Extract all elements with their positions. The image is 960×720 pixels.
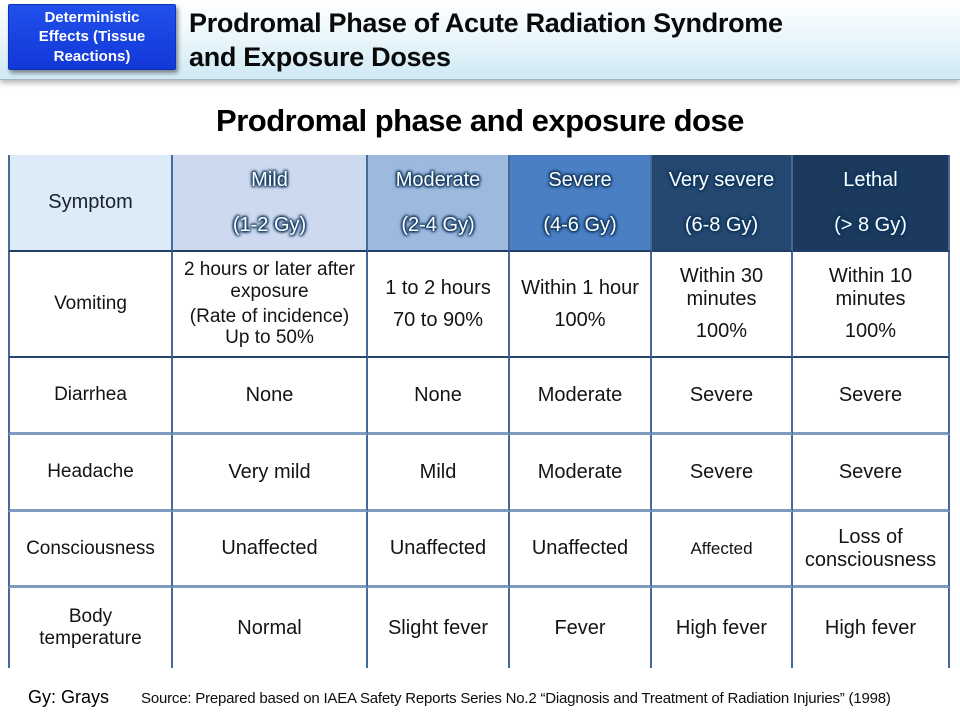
cell-text: (1-2 Gy) (232, 213, 307, 236)
table-heading: Prodromal phase and exposure dose (216, 103, 744, 138)
cell-body-temperature-severe: Fever (510, 588, 652, 668)
cell-text: Consciousness (26, 537, 155, 559)
col-header-symptom: Symptom (8, 155, 173, 252)
cell-text: 100% (844, 320, 897, 342)
row-label-body-temperature: Body temperature (8, 588, 173, 668)
cell-consciousness-lethal: Loss of consciousness (793, 512, 950, 588)
cell-text: Moderate (537, 460, 623, 483)
cell-text: Mild (251, 168, 288, 191)
cell-text: Fever (554, 616, 606, 639)
cell-text: Symptom (48, 191, 133, 213)
cell-text: High fever (824, 616, 917, 639)
cell-text: Mild (419, 460, 457, 483)
cell-headache-lethal: Severe (793, 435, 950, 512)
cell-vomiting-very-severe: Within 30 minutes 100% (652, 252, 793, 358)
cell-text: Severe (838, 460, 903, 483)
cell-consciousness-very-severe: Affected (652, 512, 793, 588)
cell-text: None (245, 383, 294, 406)
cell-text: (> 8 Gy) (834, 213, 907, 236)
page-title: Prodromal Phase of Acute Radiation Syndr… (189, 7, 783, 75)
cell-text: Severe (689, 460, 754, 483)
cell-consciousness-mild: Unaffected (173, 512, 368, 588)
cell-text: (4-6 Gy) (543, 213, 617, 236)
cell-text: Lethal (843, 168, 898, 191)
cell-headache-severe: Moderate (510, 435, 652, 512)
cell-text: Diarrhea (54, 384, 127, 406)
cell-headache-mild: Very mild (173, 435, 368, 512)
cell-text: Headache (47, 461, 134, 483)
cell-body-temperature-very-severe: High fever (652, 588, 793, 668)
cell-text: Unaffected (531, 537, 629, 559)
cell-text: Loss of consciousness (804, 525, 937, 571)
col-header-very-severe: Very severe (6-8 Gy) (652, 155, 793, 252)
cell-text: Normal (237, 616, 302, 639)
cell-text: Severe (838, 383, 903, 406)
category-badge-line: Reactions) (53, 47, 131, 65)
cell-text: 2 hours or later after exposure (183, 258, 356, 302)
cell-vomiting-severe: Within 1 hour 100% (510, 252, 652, 358)
category-badge: Deterministic Effects (Tissue Reactions) (8, 4, 176, 70)
cell-text: (6-8 Gy) (684, 213, 759, 236)
cell-text: None (414, 383, 462, 406)
prodromal-table: Symptom Mild (1-2 Gy) Moderate (2-4 Gy) … (8, 155, 950, 668)
cell-body-temperature-lethal: High fever (793, 588, 950, 668)
cell-headache-moderate: Mild (368, 435, 510, 512)
cell-text: Unaffected (389, 537, 487, 559)
col-header-severe: Severe (4-6 Gy) (510, 155, 652, 252)
cell-body-temperature-moderate: Slight fever (368, 588, 510, 668)
category-badge-line: Effects (Tissue (38, 28, 146, 46)
cell-diarrhea-mild: None (173, 358, 368, 435)
cell-diarrhea-severe: Moderate (510, 358, 652, 435)
cell-text: Affected (690, 538, 753, 558)
footer: Gy: Grays Source: Prepared based on IAEA… (28, 687, 948, 708)
cell-text: 100% (554, 308, 606, 331)
cell-text: Moderate (537, 383, 623, 406)
cell-diarrhea-moderate: None (368, 358, 510, 435)
cell-text: 70 to 90% (392, 308, 484, 331)
col-header-moderate: Moderate (2-4 Gy) (368, 155, 510, 252)
cell-text: Vomiting (54, 293, 127, 315)
cell-text: Within 30 minutes (679, 265, 764, 310)
cell-consciousness-moderate: Unaffected (368, 512, 510, 588)
unit-abbreviation: Gy: Grays (28, 687, 110, 707)
cell-diarrhea-very-severe: Severe (652, 358, 793, 435)
cell-text: High fever (675, 616, 768, 639)
cell-vomiting-lethal: Within 10 minutes 100% (793, 252, 950, 358)
cell-body-temperature-mild: Normal (173, 588, 368, 668)
cell-headache-very-severe: Severe (652, 435, 793, 512)
cell-text: (Rate of incidence) Up to 50% (189, 305, 350, 349)
cell-text: Very severe (668, 168, 775, 191)
cell-consciousness-severe: Unaffected (510, 512, 652, 588)
row-label-vomiting: Vomiting (8, 252, 173, 358)
cell-vomiting-moderate: 1 to 2 hours 70 to 90% (368, 252, 510, 358)
cell-text: 1 to 2 hours (385, 276, 491, 299)
row-label-diarrhea: Diarrhea (8, 358, 173, 435)
row-label-headache: Headache (8, 435, 173, 512)
row-label-consciousness: Consciousness (8, 512, 173, 588)
cell-text: Body temperature (39, 606, 142, 649)
cell-vomiting-mild: 2 hours or later after exposure (Rate of… (173, 252, 368, 358)
cell-text: Severe (548, 168, 612, 191)
cell-text: Severe (689, 383, 754, 406)
top-banner: Deterministic Effects (Tissue Reactions)… (0, 0, 960, 80)
cell-text: Slight fever (387, 616, 489, 639)
col-header-mild: Mild (1-2 Gy) (173, 155, 368, 252)
cell-text: Within 1 hour (521, 276, 639, 299)
cell-diarrhea-lethal: Severe (793, 358, 950, 435)
category-badge-line: Deterministic (44, 8, 140, 26)
cell-text: Unaffected (221, 537, 318, 559)
cell-text: Very mild (228, 460, 311, 483)
col-header-lethal: Lethal (> 8 Gy) (793, 155, 950, 252)
cell-text: 100% (695, 320, 748, 342)
page-title-line: and Exposure Doses (189, 41, 451, 72)
page-title-line: Prodromal Phase of Acute Radiation Syndr… (189, 8, 783, 38)
source-note: Source: Prepared based on IAEA Safety Re… (141, 690, 891, 707)
cell-text: (2-4 Gy) (401, 213, 475, 236)
cell-text: Within 10 minutes (828, 265, 913, 310)
cell-text: Moderate (395, 168, 481, 191)
